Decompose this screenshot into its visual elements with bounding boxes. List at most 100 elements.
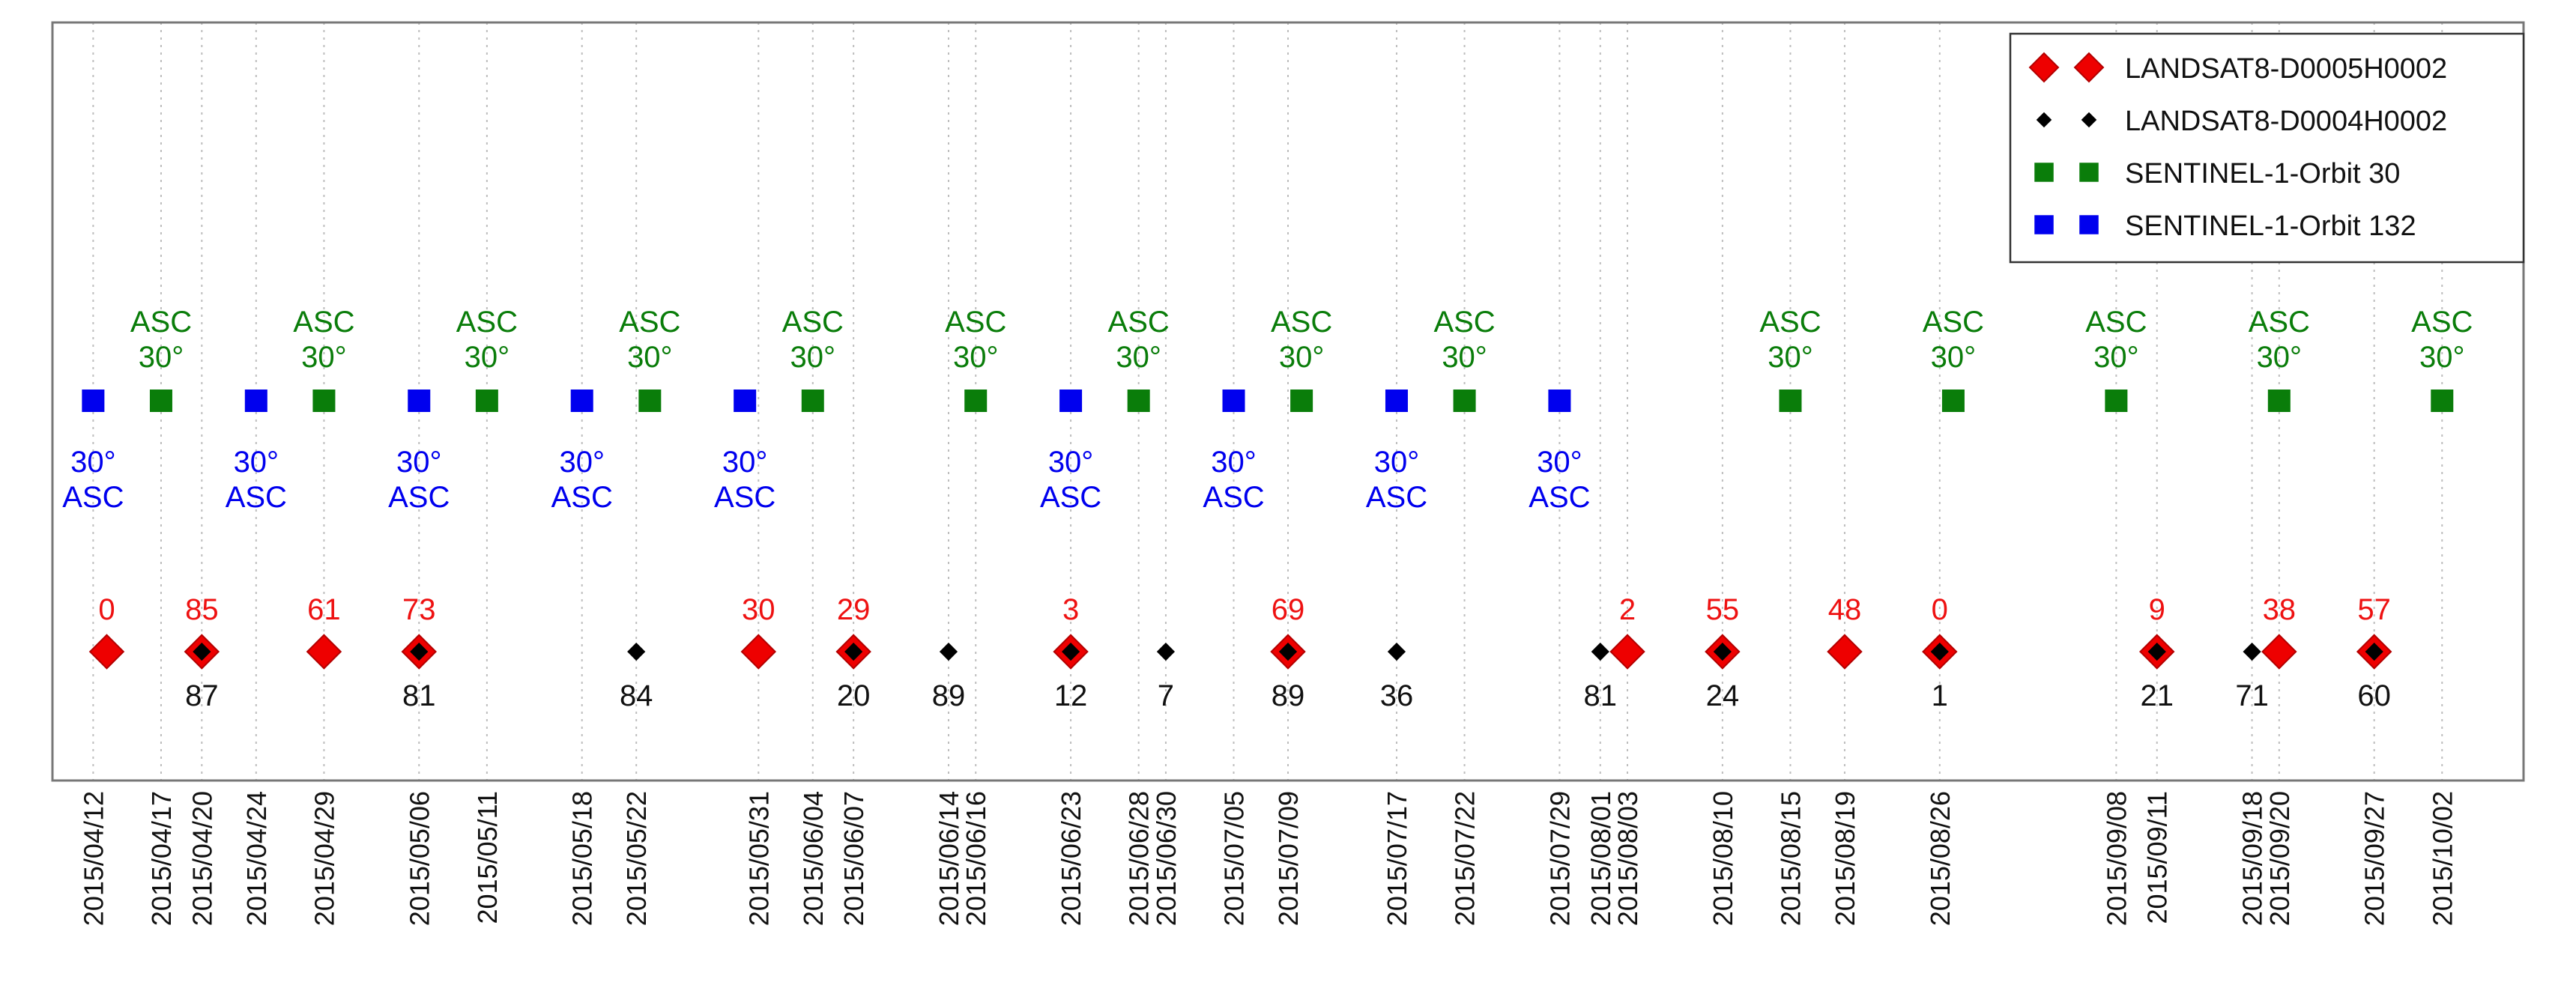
x-tick-label: 2015/04/20 xyxy=(187,791,217,926)
data-point xyxy=(408,390,431,412)
data-label: ASC xyxy=(1433,306,1495,339)
data-point xyxy=(1156,642,1176,661)
legend-label: SENTINEL-1-Orbit 132 xyxy=(2125,210,2416,242)
data-label: ASC xyxy=(1923,306,1984,339)
data-label: 1 xyxy=(1932,679,1948,712)
data-point xyxy=(1827,634,1863,670)
x-tick-label: 2015/09/08 xyxy=(2101,791,2132,926)
data-label: 61 xyxy=(307,593,341,626)
data-label: 36 xyxy=(1380,679,1414,712)
data-label: 30° xyxy=(1537,446,1582,479)
data-point xyxy=(1548,390,1571,412)
data-label: ASC xyxy=(1529,481,1590,514)
data-label: ASC xyxy=(1759,306,1821,339)
data-label: ASC xyxy=(1203,481,1264,514)
legend-entry: LANDSAT8-D0005H0002 xyxy=(2028,52,2447,85)
data-point xyxy=(1385,390,1408,412)
legend-marker xyxy=(2073,52,2105,83)
data-label: 30° xyxy=(1442,341,1487,374)
data-label: 30° xyxy=(1048,446,1094,479)
data-label: 69 xyxy=(1272,593,1305,626)
data-label: 30° xyxy=(559,446,605,479)
data-label: 30° xyxy=(1931,341,1977,374)
data-label: 30° xyxy=(2257,341,2303,374)
data-label: 38 xyxy=(2263,593,2297,626)
series-sentinel-1-orbit-132: 30°ASC30°ASC30°ASC30°ASC30°ASC30°ASC30°A… xyxy=(62,390,1591,514)
data-point xyxy=(193,642,211,661)
legend-marker xyxy=(2028,52,2060,83)
data-label: ASC xyxy=(1271,306,1332,339)
data-label: 7 xyxy=(1158,679,1174,712)
data-label: ASC xyxy=(130,306,192,339)
data-label: ASC xyxy=(2411,306,2473,339)
x-tick-label: 2015/09/20 xyxy=(2264,791,2295,926)
data-point xyxy=(1061,642,1080,661)
x-tick-label: 2015/04/17 xyxy=(146,791,177,926)
data-point xyxy=(312,390,336,412)
x-tick-label: 2015/09/18 xyxy=(2237,791,2268,926)
x-tick-label: 2015/06/28 xyxy=(1124,791,1155,926)
x-tick-label: 2015/04/29 xyxy=(309,791,339,926)
data-point xyxy=(801,390,824,412)
series-sentinel-1-orbit-30: ASC30°ASC30°ASC30°ASC30°ASC30°ASC30°ASC3… xyxy=(130,306,2473,412)
data-label: 81 xyxy=(402,679,436,712)
data-point xyxy=(1059,390,1083,412)
data-point xyxy=(570,390,593,412)
data-label: 29 xyxy=(837,593,871,626)
data-label: 55 xyxy=(1706,593,1740,626)
data-point xyxy=(1941,390,1965,412)
data-point xyxy=(2147,642,2166,661)
x-tick-label: 2015/05/18 xyxy=(567,791,598,926)
plot-frame xyxy=(51,21,2525,782)
data-label: 30° xyxy=(627,341,673,374)
data-point xyxy=(82,390,105,412)
x-tick-label: 2015/07/05 xyxy=(1219,791,1250,926)
x-tick-label: 2015/07/17 xyxy=(1382,791,1412,926)
data-label: 57 xyxy=(2357,593,2391,626)
data-label: 9 xyxy=(2149,593,2165,626)
data-point xyxy=(1713,642,1732,661)
data-label: 21 xyxy=(2140,679,2174,712)
legend: LANDSAT8-D0005H0002 LANDSAT8-D0004H0002 SE… xyxy=(2009,32,2525,264)
data-label: 30° xyxy=(1116,341,1161,374)
x-tick-labels: 2015/04/12 2015/04/17 2015/04/20 2015/04/24… xyxy=(78,791,2458,926)
data-label: ASC xyxy=(2085,306,2147,339)
data-point xyxy=(149,390,172,412)
data-point xyxy=(410,642,429,661)
data-label: ASC xyxy=(226,481,287,514)
data-point xyxy=(1290,390,1313,412)
data-label: 30° xyxy=(790,341,836,374)
data-point xyxy=(475,390,498,412)
data-point xyxy=(1127,390,1150,412)
data-label: 30° xyxy=(139,341,184,374)
data-label: 30° xyxy=(953,341,999,374)
data-point xyxy=(2261,634,2297,670)
data-label: 30° xyxy=(1211,446,1257,479)
legend-label: SENTINEL-1-Orbit 30 xyxy=(2125,158,2400,190)
legend-marker xyxy=(2079,215,2099,234)
legend-marker xyxy=(2036,112,2052,128)
x-tick-label: 2015/07/09 xyxy=(1273,791,1304,926)
data-label: 30° xyxy=(1768,341,1813,374)
data-label: ASC xyxy=(1040,481,1101,514)
x-tick-label: 2015/05/31 xyxy=(743,791,774,926)
data-point xyxy=(2243,642,2261,661)
data-label: 30° xyxy=(1279,341,1325,374)
x-tick-label: 2015/04/12 xyxy=(78,791,109,926)
data-label: 71 xyxy=(2235,679,2269,712)
data-point xyxy=(1222,390,1245,412)
x-tick-label: 2015/06/23 xyxy=(1056,791,1086,926)
data-label: 3 xyxy=(1062,593,1079,626)
data-label: ASC xyxy=(293,306,354,339)
data-label: 87 xyxy=(185,679,219,712)
data-label: 89 xyxy=(932,679,966,712)
legend-label: LANDSAT8-D0004H0002 xyxy=(2125,106,2447,137)
x-tick-label: 2015/08/10 xyxy=(1708,791,1738,926)
x-tick-label: 2015/06/16 xyxy=(961,791,991,926)
data-label: ASC xyxy=(945,306,1006,339)
x-tick-label: 2015/10/02 xyxy=(2427,791,2458,926)
data-label: 84 xyxy=(620,679,653,712)
data-point xyxy=(1387,642,1406,661)
x-tick-label: 2015/06/07 xyxy=(838,791,869,926)
